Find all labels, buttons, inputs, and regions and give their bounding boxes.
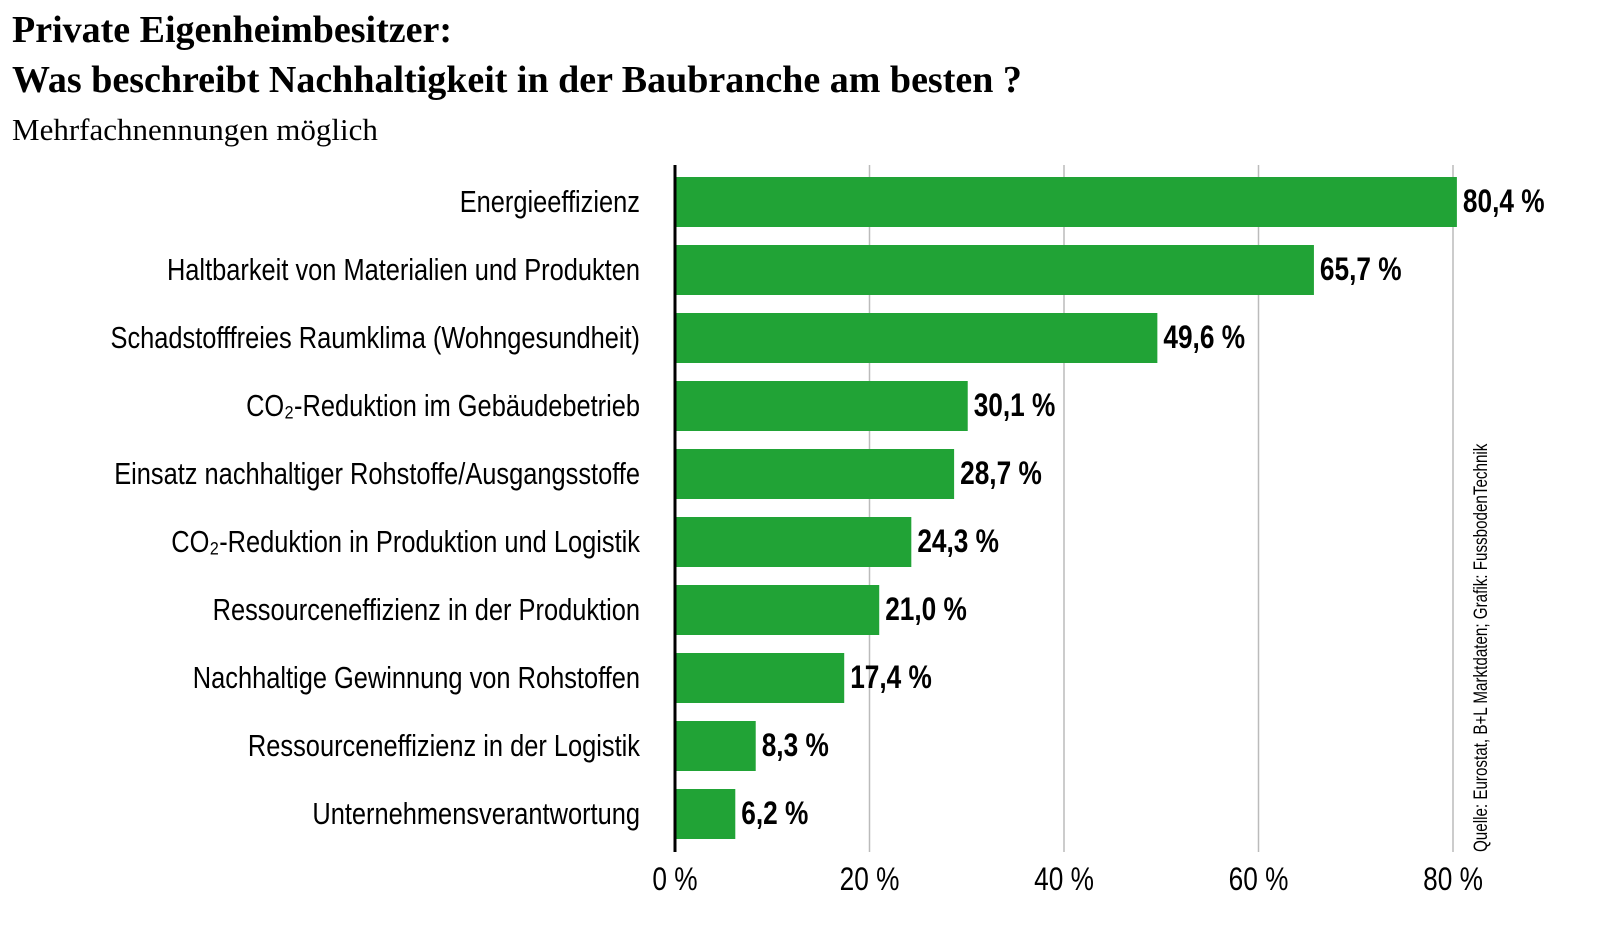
value-label: 30,1 % xyxy=(974,389,1056,424)
bar xyxy=(675,517,912,567)
value-label: 49,6 % xyxy=(1163,321,1245,356)
bar xyxy=(675,721,756,771)
y-tick-label: Ressourceneffizienz in der Produktion xyxy=(213,593,640,628)
value-label: 8,3 % xyxy=(762,729,829,764)
y-tick-label: Nachhaltige Gewinnung von Rohstoffen xyxy=(193,661,640,696)
value-label: 6,2 % xyxy=(741,797,808,832)
y-tick-label: Einsatz nachhaltiger Rohstoffe/Ausgangss… xyxy=(114,457,640,492)
value-label: 17,4 % xyxy=(850,661,932,696)
y-tick-label: Schadstofffreies Raumklima (Wohngesundhe… xyxy=(110,321,640,356)
x-tick-label: 0 % xyxy=(652,863,697,898)
chart-subtitle: Mehrfachnennungen möglich xyxy=(12,112,378,147)
bar xyxy=(675,585,880,635)
y-tick-label: CO₂-Reduktion in Produktion und Logistik xyxy=(171,525,641,560)
bar xyxy=(675,449,955,499)
value-label: 28,7 % xyxy=(960,457,1042,492)
x-tick-label: 60 % xyxy=(1229,863,1289,898)
bar xyxy=(675,789,736,839)
y-tick-label: CO₂-Reduktion im Gebäudebetrieb xyxy=(246,389,640,424)
source: Quelle: Eurostat, B+L Marktdaten; Grafik… xyxy=(1469,443,1491,852)
x-tick-label: 20 % xyxy=(840,863,900,898)
bar xyxy=(675,381,968,431)
value-label: 80,4 % xyxy=(1463,185,1545,220)
value-label: 21,0 % xyxy=(885,593,967,628)
bar xyxy=(675,177,1457,227)
x-tick-label: 40 % xyxy=(1034,863,1094,898)
y-tick-label: Energieeffizienz xyxy=(460,185,640,220)
bar xyxy=(675,245,1314,295)
y-tick-label: Unternehmensverantwortung xyxy=(312,797,640,832)
chart-title: Was beschreibt Nachhaltigkeit in der Bau… xyxy=(12,59,1022,101)
value-label: 24,3 % xyxy=(917,525,999,560)
bar xyxy=(675,653,845,703)
chart-title: Private Eigenheimbesitzer: xyxy=(12,9,452,51)
bar xyxy=(675,313,1158,363)
value-label: 65,7 % xyxy=(1320,253,1402,288)
y-tick-label: Haltbarkeit von Materialien und Produkte… xyxy=(167,253,640,288)
x-tick-label: 80 % xyxy=(1423,863,1483,898)
y-tick-label: Ressourceneffizienz in der Logistik xyxy=(248,729,641,764)
